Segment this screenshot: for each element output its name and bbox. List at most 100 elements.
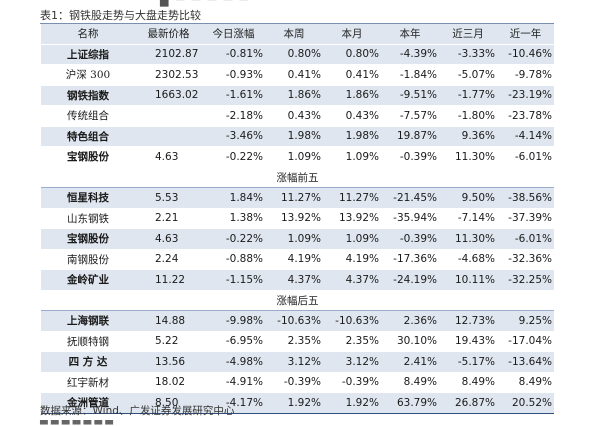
next-page-text-fragment: ▀ ▀ ▀ ▀ ▀ ▀ ▀ bbox=[40, 420, 113, 426]
latest-price-cell: 2302.53 bbox=[135, 64, 202, 86]
change-value-cell: 13.92% bbox=[265, 208, 323, 229]
change-value-cell: -9.51% bbox=[381, 85, 439, 106]
change-value-cell: 26.87% bbox=[439, 392, 497, 414]
stock-name-cell: 特色组合 bbox=[41, 126, 135, 147]
change-value-cell: -7.57% bbox=[381, 105, 439, 127]
change-value-cell: -1.15% bbox=[202, 269, 265, 291]
stock-name-cell: 钢铁指数 bbox=[41, 85, 135, 106]
section-title: 涨幅后五 bbox=[41, 289, 554, 311]
change-value-cell: 4.19% bbox=[323, 249, 381, 270]
change-value-cell: -17.36% bbox=[381, 249, 439, 270]
change-value-cell: 1.84% bbox=[202, 187, 265, 209]
change-value-cell: -4.91% bbox=[202, 372, 265, 393]
column-header-name: 名称 bbox=[41, 24, 135, 45]
stock-name-cell: 恒星科技 bbox=[41, 187, 135, 209]
stock-name-cell: 抚顺特钢 bbox=[41, 331, 135, 352]
stock-name-cell: 沪深 300 bbox=[41, 64, 135, 86]
change-value-cell: -4.39% bbox=[381, 44, 439, 65]
column-header-year: 本年 bbox=[381, 24, 439, 45]
change-value-cell: -7.14% bbox=[439, 208, 497, 229]
change-value-cell: -9.78% bbox=[497, 64, 554, 86]
change-value-cell: -17.04% bbox=[497, 331, 554, 352]
change-value-cell: -5.17% bbox=[439, 351, 497, 373]
change-value-cell: 0.80% bbox=[265, 44, 323, 65]
previous-page-text-fragment: █ ▀ ▀ ▀ ▀ ▀ bbox=[160, 0, 251, 7]
latest-price-cell bbox=[135, 126, 202, 147]
stock-name-cell: 宝钢股份 bbox=[41, 146, 135, 168]
table-row: 金洲管道 8.50 -4.17% 1.92% 1.92% 63.79% 26.87% 20.5… bbox=[41, 392, 554, 414]
data-source-note: 数据来源：Wind、广发证券发展研究中心 bbox=[40, 405, 235, 417]
column-header-month: 本月 bbox=[323, 24, 381, 45]
change-value-cell: 1.09% bbox=[323, 228, 381, 250]
table-body: 上证综指 2102.87 -0.81% 0.80% 0.80% -4.39% -3.33% -… bbox=[41, 44, 554, 414]
change-value-cell: -6.01% bbox=[497, 146, 554, 168]
table-row: 红宇新材 18.02 -4.91% -0.39% -0.39% 8.49% 8.49% 8.4… bbox=[41, 372, 554, 393]
change-value-cell: 4.37% bbox=[323, 269, 381, 291]
change-value-cell: -6.01% bbox=[497, 228, 554, 250]
change-value-cell: 1.09% bbox=[265, 228, 323, 250]
change-value-cell: 2.35% bbox=[265, 331, 323, 352]
table-row: 恒星科技 5.53 1.84% 11.27% 11.27% -21.45% 9.50% -38… bbox=[41, 187, 554, 209]
change-value-cell: 2.35% bbox=[323, 331, 381, 352]
latest-price-cell: 4.63 bbox=[135, 228, 202, 250]
table-row: 宝钢股份 4.63 -0.22% 1.09% 1.09% -0.39% 11.30% -6.0… bbox=[41, 146, 554, 168]
change-value-cell: 11.30% bbox=[439, 228, 497, 250]
change-value-cell: -32.36% bbox=[497, 249, 554, 270]
change-value-cell: 9.36% bbox=[439, 126, 497, 147]
change-value-cell: -0.39% bbox=[323, 372, 381, 393]
stock-name-cell: 宝钢股份 bbox=[41, 228, 135, 250]
latest-price-cell: 5.22 bbox=[135, 331, 202, 352]
latest-price-cell: 4.63 bbox=[135, 146, 202, 168]
change-value-cell: -0.88% bbox=[202, 249, 265, 270]
table-row: 四 方 达 13.56 -4.98% 3.12% 3.12% 2.41% -5.17% -13… bbox=[41, 351, 554, 373]
change-value-cell: -37.39% bbox=[497, 208, 554, 229]
section-header-row: 涨幅前五 bbox=[41, 166, 554, 188]
change-value-cell: 1.92% bbox=[265, 392, 323, 414]
latest-price-cell: 18.02 bbox=[135, 372, 202, 393]
change-value-cell: -32.25% bbox=[497, 269, 554, 291]
latest-price-cell bbox=[135, 105, 202, 127]
change-value-cell: 12.73% bbox=[439, 310, 497, 332]
change-value-cell: -10.63% bbox=[323, 310, 381, 332]
section-title: 涨幅前五 bbox=[41, 166, 554, 188]
change-value-cell: -4.68% bbox=[439, 249, 497, 270]
latest-price-cell: 13.56 bbox=[135, 351, 202, 373]
change-value-cell: -23.78% bbox=[497, 105, 554, 127]
change-value-cell: -4.14% bbox=[497, 126, 554, 147]
change-value-cell: -2.18% bbox=[202, 105, 265, 127]
change-value-cell: -4.98% bbox=[202, 351, 265, 373]
table-caption: 表1：钢铁股走势与大盘走势比较 bbox=[40, 9, 201, 22]
change-value-cell: 8.49% bbox=[439, 372, 497, 393]
change-value-cell: -21.45% bbox=[381, 187, 439, 209]
column-header-three-months: 近三月 bbox=[439, 24, 497, 45]
table-row: 山东钢铁 2.21 1.38% 13.92% 13.92% -35.94% -7.14% -3… bbox=[41, 208, 554, 229]
latest-price-cell: 14.88 bbox=[135, 310, 202, 332]
change-value-cell: -24.19% bbox=[381, 269, 439, 291]
column-header-week: 本周 bbox=[265, 24, 323, 45]
latest-price-cell: 11.22 bbox=[135, 269, 202, 291]
change-value-cell: -4.17% bbox=[202, 392, 265, 414]
change-value-cell: 1.86% bbox=[323, 85, 381, 106]
change-value-cell: -1.80% bbox=[439, 105, 497, 127]
change-value-cell: -23.19% bbox=[497, 85, 554, 106]
stock-name-cell: 四 方 达 bbox=[41, 351, 135, 373]
change-value-cell: 4.37% bbox=[265, 269, 323, 291]
column-header-today-change: 今日涨幅 bbox=[202, 24, 265, 45]
latest-price-cell: 8.50 bbox=[135, 392, 202, 414]
stock-name-cell: 南钢股份 bbox=[41, 249, 135, 270]
stock-name-cell: 山东钢铁 bbox=[41, 208, 135, 229]
change-value-cell: 1.92% bbox=[323, 392, 381, 414]
change-value-cell: -0.93% bbox=[202, 64, 265, 86]
change-value-cell: 3.12% bbox=[265, 351, 323, 373]
change-value-cell: 1.98% bbox=[265, 126, 323, 147]
change-value-cell: 4.19% bbox=[265, 249, 323, 270]
change-value-cell: 19.87% bbox=[381, 126, 439, 147]
change-value-cell: 0.41% bbox=[323, 64, 381, 86]
change-value-cell: -0.39% bbox=[381, 228, 439, 250]
change-value-cell: -0.81% bbox=[202, 44, 265, 65]
latest-price-cell: 2102.87 bbox=[135, 44, 202, 65]
section-header-row: 涨幅后五 bbox=[41, 289, 554, 311]
change-value-cell: 9.50% bbox=[439, 187, 497, 209]
change-value-cell: 8.49% bbox=[497, 372, 554, 393]
change-value-cell: -1.84% bbox=[381, 64, 439, 86]
